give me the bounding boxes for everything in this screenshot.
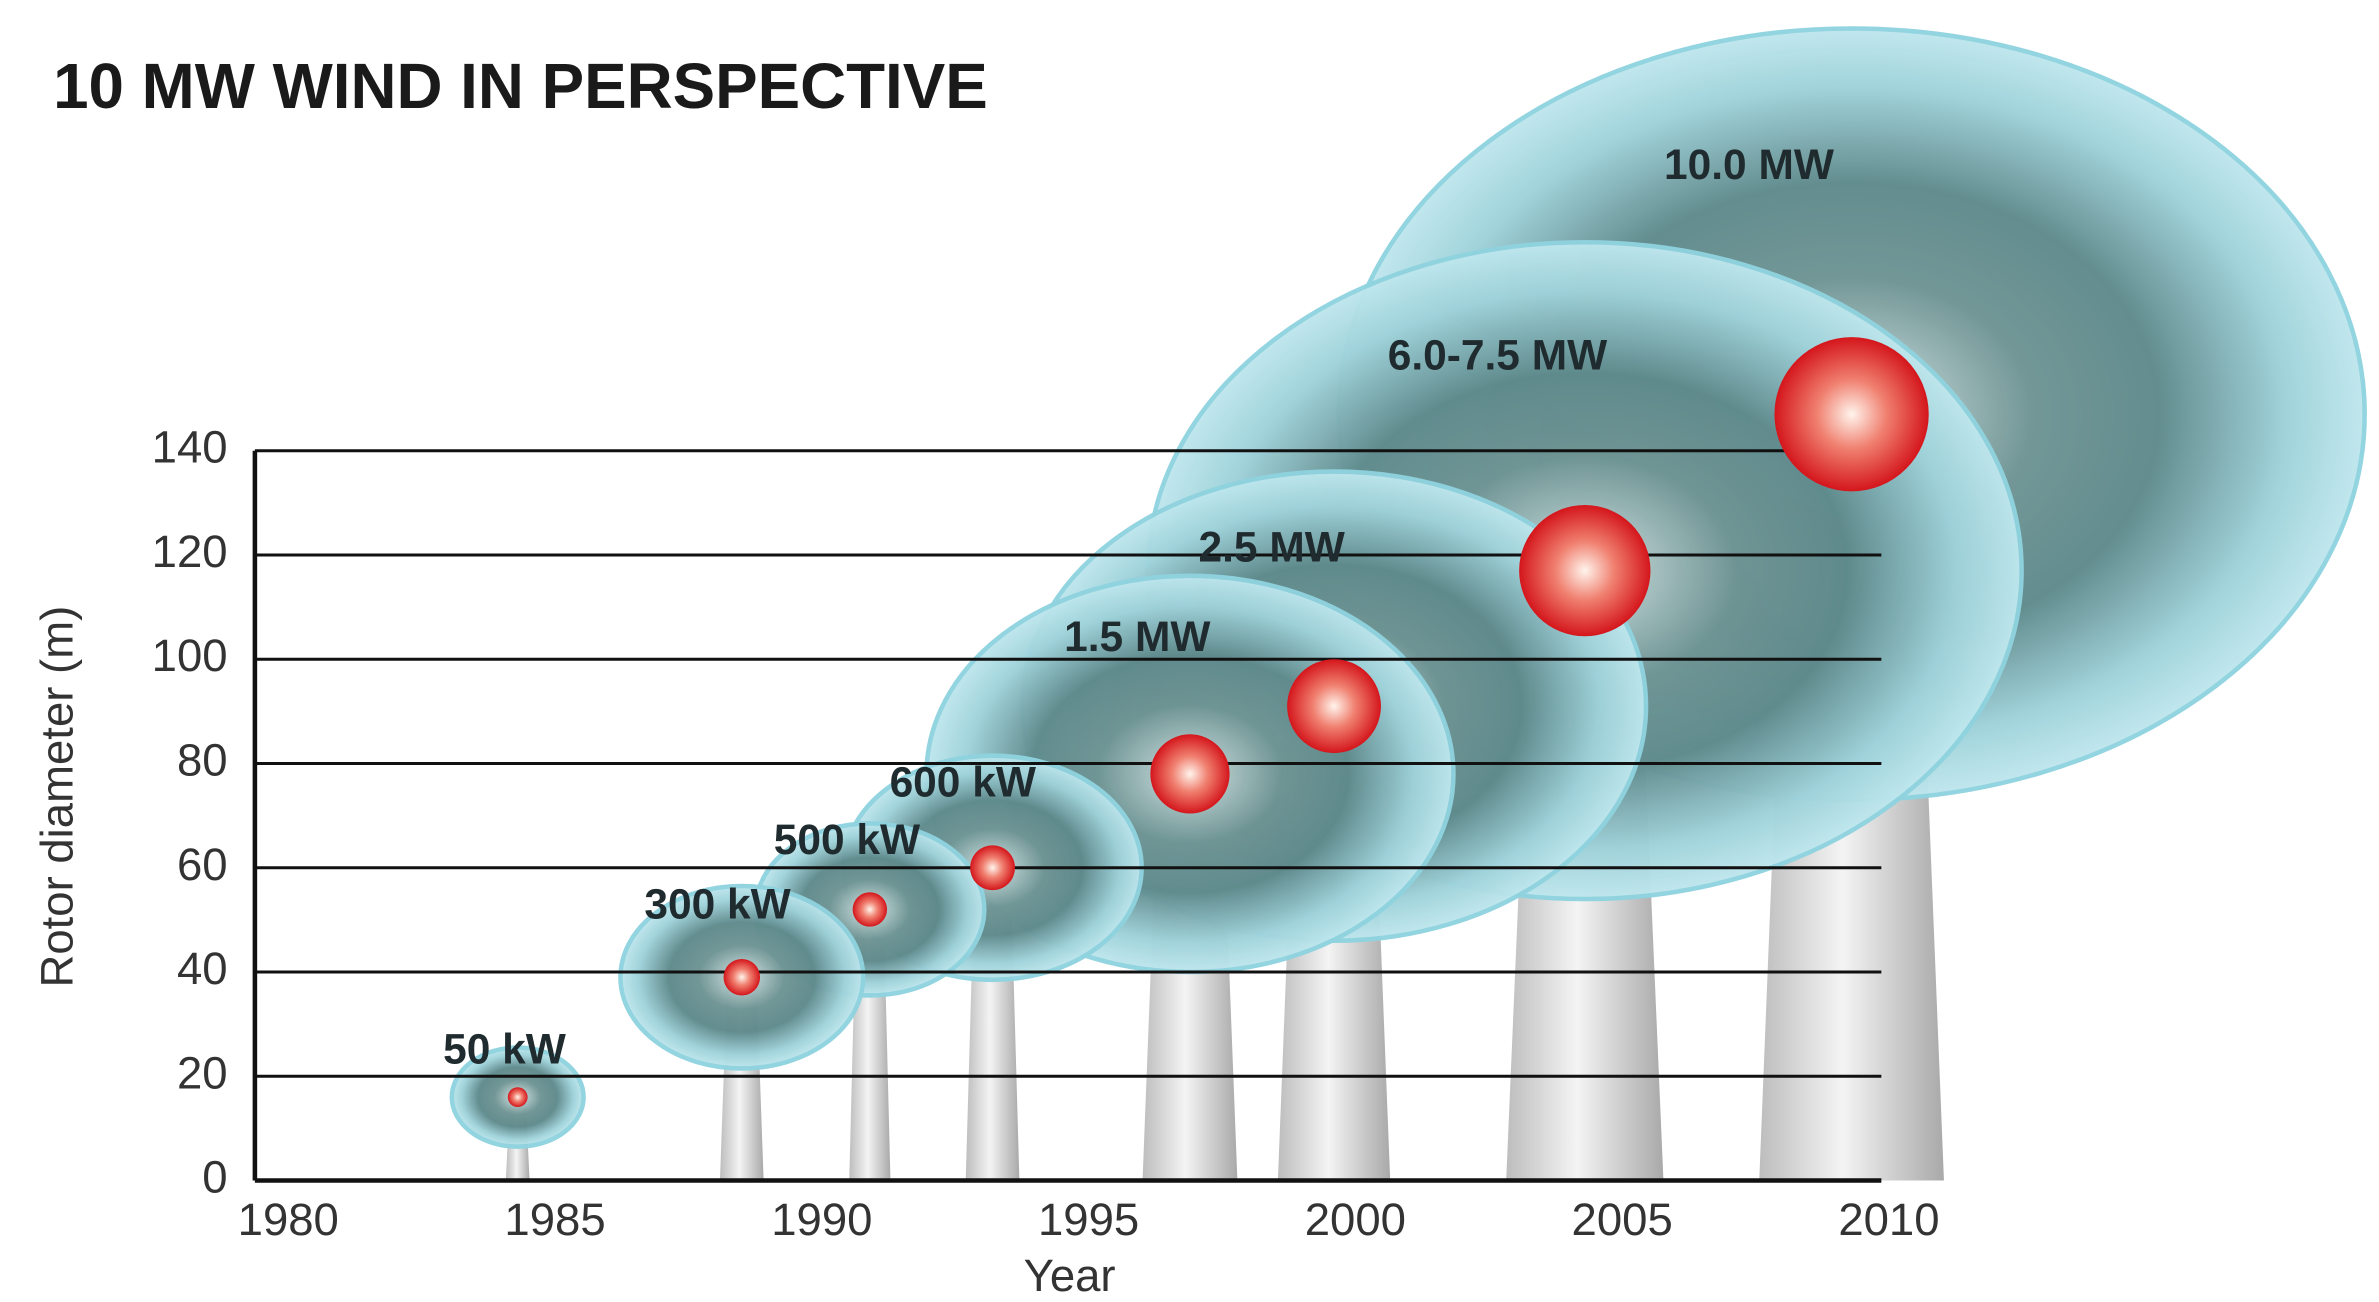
x-axis-label: Year [1024,1250,1116,1301]
hub [1519,504,1651,637]
y-tick-label: 0 [202,1152,227,1203]
bubble-label: 2.5 MW [1198,524,1345,571]
hub [852,892,888,927]
y-tick-label: 40 [177,943,228,994]
hub [970,845,1015,891]
x-tick-label: 2005 [1572,1194,1673,1245]
x-tick-label: 2000 [1305,1194,1406,1245]
hub [723,958,761,996]
y-tick-label: 140 [152,422,228,473]
bubble-label: 600 kW [890,760,1037,807]
x-tick-label: 1980 [238,1194,339,1245]
y-tick-label: 60 [177,839,228,890]
bubble-label: 6.0-7.5 MW [1388,333,1608,380]
bubble-label: 10.0 MW [1664,142,1835,189]
bubble-label: 50 kW [443,1026,567,1073]
y-tick-label: 100 [152,630,228,681]
x-tick-label: 1995 [1038,1194,1139,1245]
hub [1287,659,1381,754]
x-tick-label: 1990 [771,1194,872,1245]
x-tick-label: 1985 [504,1194,605,1245]
hub [507,1087,528,1108]
bubble-label: 300 kW [644,882,791,929]
y-tick-label: 120 [152,526,228,577]
hub [1150,734,1230,814]
chart-title: 10 MW WIND IN PERSPECTIVE [53,50,988,122]
bubble-label: 1.5 MW [1064,614,1211,661]
y-tick-label: 20 [177,1047,228,1098]
x-tick-label: 2010 [1838,1194,1939,1245]
y-axis-label: Rotor diameter (m) [32,606,83,988]
hub [1774,337,1929,492]
bubble-label: 500 kW [774,817,921,864]
y-tick-label: 80 [177,735,228,786]
